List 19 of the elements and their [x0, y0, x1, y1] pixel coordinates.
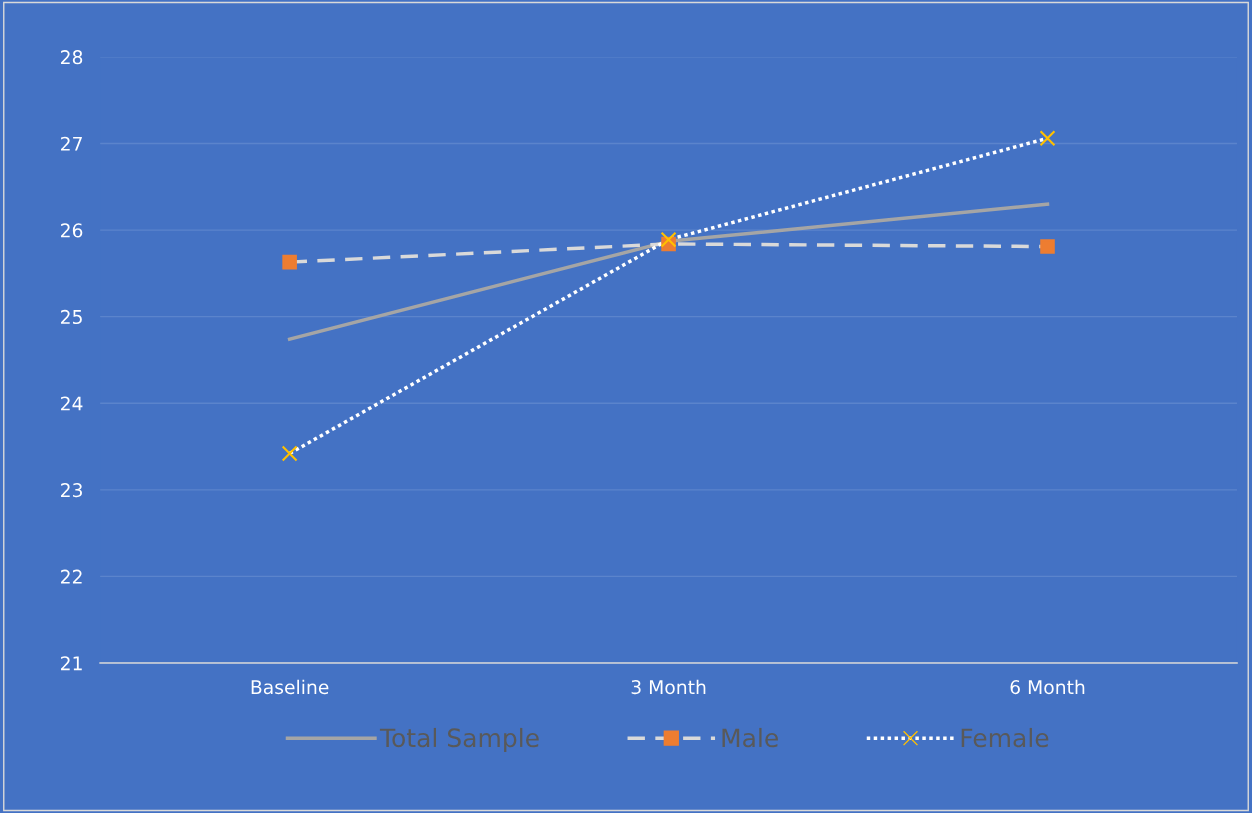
point — [1039, 130, 1056, 147]
y-tick-label: 21 — [61, 656, 82, 671]
point — [660, 231, 677, 248]
point — [281, 445, 298, 462]
point — [1040, 239, 1055, 254]
y-tick-label: 22 — [61, 569, 82, 584]
y-tick-label: 27 — [61, 136, 82, 151]
point — [282, 254, 297, 270]
x-tick-label: Baseline — [251, 679, 329, 695]
legend-label: Male — [722, 727, 778, 748]
y-tick-label: 26 — [61, 223, 83, 238]
x-tick-label: 3 Month — [631, 679, 706, 695]
y-tick-label: 28 — [61, 50, 83, 65]
x-tick-label: 6 Month — [1010, 679, 1085, 695]
y-tick-label: 25 — [61, 309, 82, 325]
y-tick-label: 24 — [61, 396, 83, 411]
legend-label: Total Sample — [379, 727, 539, 753]
legend-label: Female — [961, 727, 1049, 748]
y-tick-label: 23 — [61, 483, 82, 498]
